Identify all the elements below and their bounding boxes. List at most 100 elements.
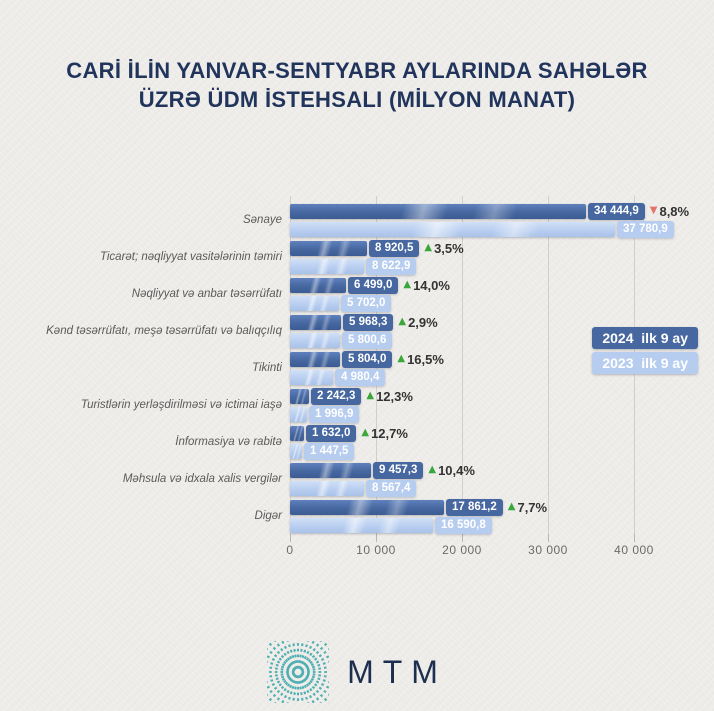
bar-group: 5 968,3 ▲ 2,9% 5 800,6 (290, 313, 710, 350)
chart-row: Məhsula və idxala xalis vergilər 9 457,3 ▲… (10, 461, 710, 498)
bar-2024 (290, 203, 586, 219)
change-value: 12,7% (371, 425, 408, 441)
change-badge: ▲ 3,5% (424, 241, 463, 256)
value-label-2024: 1 632,0 (306, 424, 357, 442)
chart-row: Nəqliyyat və anbar təsərrüfatı 6 499,0 ▲ 14… (10, 276, 710, 313)
change-value: 7,7% (517, 499, 548, 515)
trend-up-icon: ▲ (428, 464, 437, 475)
bar-2024 (290, 462, 371, 478)
chart-row: Turistlərin yerləşdirilməsi və ictimai i… (10, 387, 710, 424)
bar-2024 (290, 425, 304, 441)
value-label-2024: 5 968,3 (343, 313, 394, 331)
change-badge: ▲ 12,3% (366, 389, 413, 404)
bar-group: 1 632,0 ▲ 12,7% 1 447,5 (290, 424, 710, 461)
change-badge: ▲ 7,7% (508, 500, 547, 515)
bar-2023 (290, 443, 302, 459)
axis-tick (376, 534, 377, 542)
page-title-line2: ÜZRƏ ÜDM İSTEHSALI (MİLYON MANAT) (138, 87, 576, 112)
chart-rows: Sənaye 34 444,9 ▼ 8,8% 37 780,9 Ticarət; nəql… (10, 202, 710, 535)
change-badge: ▲ 10,4% (428, 463, 475, 478)
mtm-logo-icon (267, 641, 330, 703)
category-label: Sənaye (242, 213, 282, 226)
bar-2023 (290, 406, 307, 422)
value-label-2024: 5 804,0 (342, 350, 393, 368)
change-value: 14,0% (413, 277, 450, 293)
category-label: İnformasiya və rabitə (175, 435, 282, 448)
bar-group: 6 499,0 ▲ 14,0% 5 702,0 (290, 276, 710, 313)
axis-tick-label: 20 000 (442, 543, 482, 557)
chart-row: İnformasiya və rabitə 1 632,0 ▲ 12,7% 1 447,… (10, 424, 710, 461)
trend-up-icon: ▲ (366, 390, 375, 401)
change-value: 16,5% (407, 351, 444, 367)
bar-2024 (290, 314, 341, 330)
chart-row: Ticarət; nəqliyyat vasitələrinin təmiri 8… (10, 239, 710, 276)
bar-2023 (290, 480, 364, 496)
category-label: Nəqliyyat və anbar təsərrüfatı (131, 287, 282, 300)
axis-tick-label: 0 (286, 543, 294, 557)
legend-2023: 2023 ilk 9 ay (592, 352, 698, 374)
axis-tick-label: 10 000 (356, 543, 396, 557)
bar-group: 8 920,5 ▲ 3,5% 8 622,9 (290, 239, 710, 276)
bar-2024 (290, 277, 346, 293)
chart-row: Sənaye 34 444,9 ▼ 8,8% 37 780,9 (10, 202, 710, 239)
bar-group: 9 457,3 ▲ 10,4% 8 567,4 (290, 461, 710, 498)
category-label: Tikinti (252, 361, 282, 374)
chart-row: Digər 17 861,2 ▲ 7,7% 16 590,8 (10, 498, 710, 535)
trend-up-icon: ▲ (397, 353, 406, 364)
chart-row: Kənd təsərrüfatı, meşə təsərrüfatı və ba… (10, 313, 710, 350)
page-title-line1: CARİ İLİN YANVAR-SENTYABR AYLARINDA SAHƏ… (66, 58, 648, 83)
value-label-2023: 37 780,9 (617, 220, 674, 238)
bar-2023 (290, 295, 339, 311)
change-value: 10,4% (438, 462, 475, 478)
change-value: 12,3% (376, 388, 413, 404)
change-badge: ▲ 16,5% (397, 352, 444, 367)
bar-2024 (290, 499, 444, 515)
bar-2023 (290, 258, 364, 274)
bar-2023 (290, 517, 433, 533)
change-badge: ▲ 14,0% (403, 278, 450, 293)
trend-up-icon: ▲ (403, 279, 412, 290)
category-label: Ticarət; nəqliyyat vasitələrinin təmiri (99, 250, 282, 263)
bar-2023 (290, 369, 333, 385)
change-badge: ▲ 2,9% (398, 315, 437, 330)
change-badge: ▼ 8,8% (650, 204, 689, 219)
bar-group: 5 804,0 ▲ 16,5% 4 980,4 (290, 350, 710, 387)
category-label: Digər (254, 509, 282, 522)
trend-up-icon: ▲ (398, 316, 407, 327)
trend-up-icon: ▲ (424, 242, 433, 253)
value-label-2024: 9 457,3 (373, 461, 424, 479)
axis-tick (290, 534, 291, 542)
footer: MTM (0, 641, 714, 703)
change-value: 3,5% (434, 240, 464, 256)
axis-tick-label: 30 000 (528, 543, 568, 557)
mtm-logo-text: MTM (347, 654, 447, 690)
bar-2024 (290, 240, 367, 256)
trend-up-icon: ▲ (361, 427, 370, 438)
bar-2023 (290, 221, 615, 237)
category-label: Turistlərin yerləşdirilməsi və ictimai i… (80, 398, 282, 411)
change-value: 2,9% (408, 314, 438, 330)
bar-group: 17 861,2 ▲ 7,7% 16 590,8 (290, 498, 710, 535)
value-label-2024: 34 444,9 (588, 202, 645, 220)
bar-2024 (290, 351, 340, 367)
category-label: Kənd təsərrüfatı, meşə təsərrüfatı və ba… (46, 324, 282, 337)
x-axis: 0 10 000 20 000 30 000 40 000 (286, 543, 710, 559)
value-label-2023: 1 996,9 (309, 405, 360, 423)
trend-down-icon: ▼ (649, 205, 658, 216)
axis-tick (462, 534, 463, 542)
page-title: CARİ İLİN YANVAR-SENTYABR AYLARINDA SAHƏ… (0, 56, 714, 114)
axis-tick (548, 534, 549, 542)
value-label-2023: 8 622,9 (366, 257, 417, 275)
value-label-2023: 8 567,4 (366, 479, 417, 497)
change-value: 8,8% (659, 203, 690, 219)
trend-up-icon: ▲ (507, 501, 516, 512)
gridline (462, 196, 463, 534)
category-label: Məhsula və idxala xalis vergilər (122, 472, 282, 485)
axis-tick (634, 534, 635, 542)
axis-tick-label: 40 000 (614, 543, 654, 557)
value-label-2024: 17 861,2 (446, 498, 503, 516)
change-badge: ▲ 12,7% (361, 426, 408, 441)
value-label-2024: 2 242,3 (311, 387, 362, 405)
value-label-2023: 16 590,8 (435, 516, 492, 534)
gridline (548, 196, 549, 534)
